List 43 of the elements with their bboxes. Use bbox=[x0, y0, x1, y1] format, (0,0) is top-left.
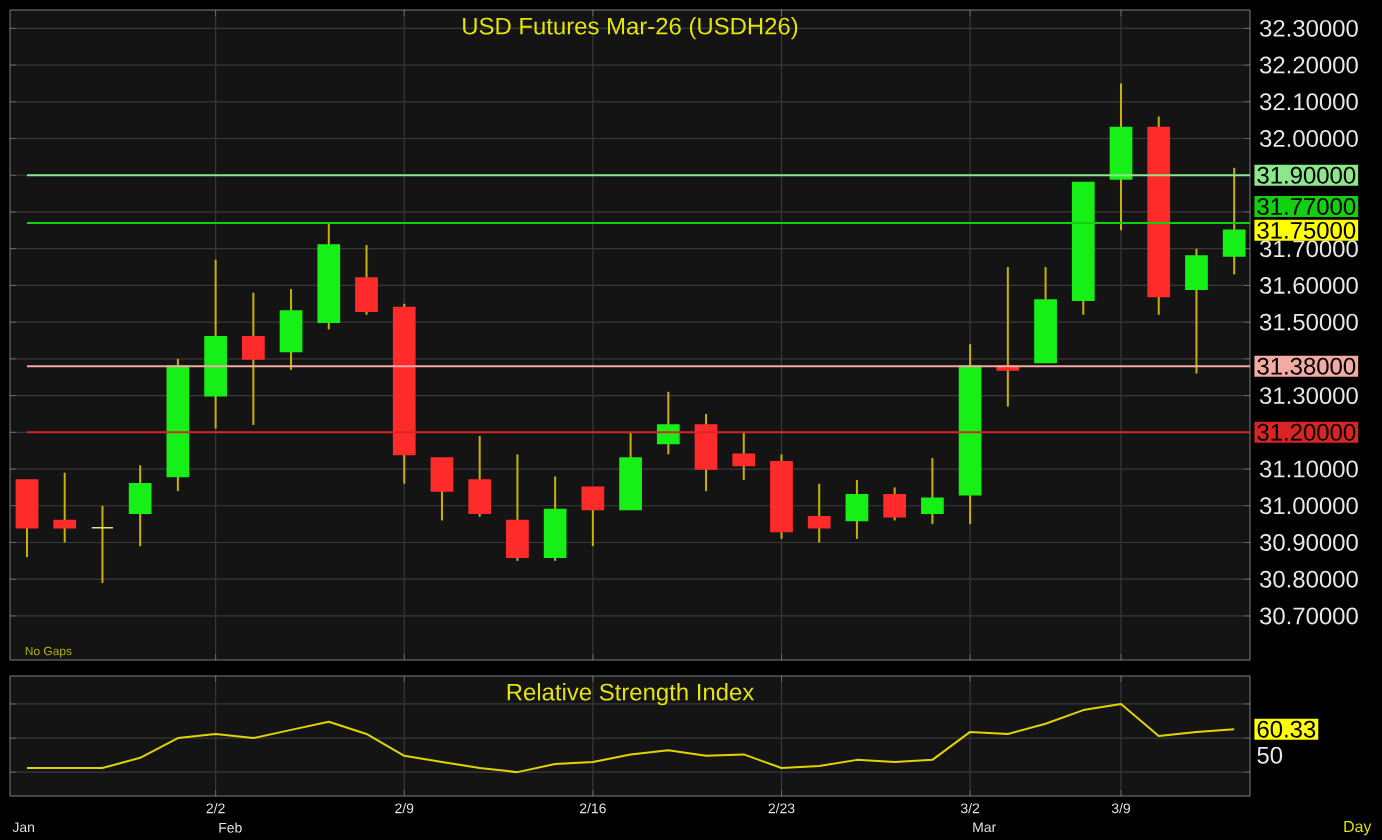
candlestick bbox=[921, 457, 944, 526]
y-tick-label: 30.80000 bbox=[1259, 570, 1358, 588]
candlestick bbox=[543, 475, 567, 562]
candlestick bbox=[241, 291, 265, 426]
candlestick bbox=[430, 457, 454, 522]
text: 50 bbox=[1257, 746, 1283, 764]
candlestick bbox=[1185, 247, 1208, 375]
y-tick-label: 30.90000 bbox=[1259, 534, 1358, 551]
chart-title: Relative Strength Index bbox=[507, 683, 754, 706]
ref-line-label: 31.20000 bbox=[1257, 423, 1356, 441]
candlestick bbox=[279, 288, 303, 371]
y-tick-label: 32.10000 bbox=[1259, 93, 1358, 111]
candlestick bbox=[694, 412, 718, 493]
candlestick bbox=[355, 244, 378, 316]
y-tick-label: 31.70000 bbox=[1259, 240, 1358, 258]
ref-line-label: 31.77000 bbox=[1257, 198, 1356, 215]
candlestick bbox=[128, 464, 152, 548]
y-tick-label: 31.50000 bbox=[1259, 313, 1358, 331]
y-tick-label: 31.00000 bbox=[1259, 497, 1358, 515]
y-tick-label: 31.30000 bbox=[1259, 387, 1358, 405]
candlestick bbox=[656, 390, 680, 456]
y-tick-label: 32.20000 bbox=[1259, 56, 1358, 74]
y-tick-label: 32.30000 bbox=[1259, 19, 1358, 37]
candlestick bbox=[53, 471, 77, 544]
candlestick bbox=[807, 482, 831, 544]
candlestick bbox=[1222, 166, 1246, 276]
candlestick bbox=[845, 479, 869, 540]
candlestick bbox=[883, 486, 907, 522]
y-tick-label: 32.00000 bbox=[1259, 130, 1358, 147]
candlestick bbox=[91, 504, 114, 584]
candlestick bbox=[468, 434, 492, 518]
ref-line-label: 31.90000 bbox=[1257, 166, 1356, 184]
candlestick bbox=[506, 453, 529, 562]
candlestick bbox=[15, 479, 39, 559]
candlestick bbox=[581, 486, 605, 548]
candlestick bbox=[732, 431, 756, 482]
y-tick-label: 31.60000 bbox=[1259, 276, 1358, 294]
y-tick-label: 30.70000 bbox=[1259, 607, 1358, 625]
y-tick-label: 31.10000 bbox=[1259, 460, 1358, 478]
text: 31.75000 bbox=[1257, 221, 1356, 239]
ref-line-label: 31.38000 bbox=[1257, 357, 1356, 375]
chart-title: USD Futures Mar-26 (USDH26) bbox=[463, 17, 798, 40]
text: 60.33 bbox=[1257, 720, 1316, 738]
